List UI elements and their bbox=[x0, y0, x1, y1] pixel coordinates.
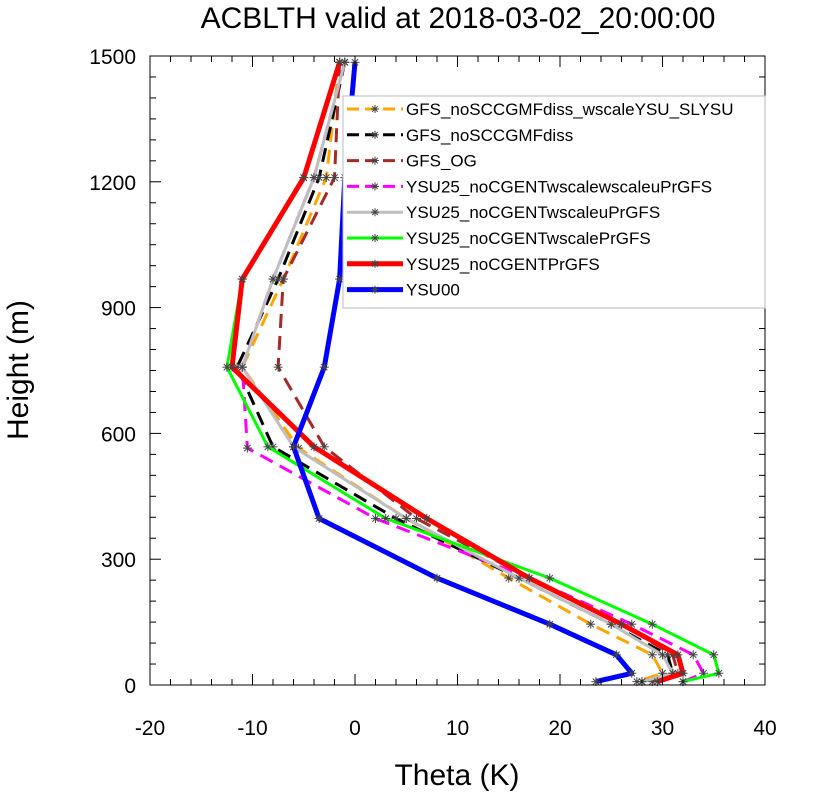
data-point bbox=[678, 668, 688, 678]
data-point bbox=[335, 57, 345, 67]
data-point bbox=[652, 677, 662, 687]
data-point bbox=[330, 173, 339, 183]
data-point bbox=[524, 573, 534, 583]
data-point bbox=[278, 274, 288, 284]
x-tick-label: 10 bbox=[446, 717, 469, 740]
chart-title: ACBLTH valid at 2018-03-02_20:00:00 bbox=[201, 2, 716, 35]
legend-items: GFS_noSCCGMFdiss_wscaleYSU_SLYSU GFS_noSC… bbox=[347, 100, 734, 300]
legend-label: YSU25_noCGENTwscalePrGFS bbox=[406, 229, 651, 248]
data-point bbox=[242, 443, 252, 453]
legend-label: GFS_OG bbox=[406, 152, 477, 171]
axis-ticks bbox=[149, 55, 766, 686]
legend-item: YSU25_noCGENTwscaleuPrGFS bbox=[347, 203, 660, 222]
data-point bbox=[658, 650, 667, 660]
data-point bbox=[371, 514, 380, 524]
data-point bbox=[381, 514, 391, 524]
legend-item: YSU25_noCGENTPrGFS bbox=[347, 255, 600, 274]
data-point bbox=[319, 362, 329, 372]
data-point bbox=[545, 573, 555, 583]
data-point bbox=[263, 442, 273, 452]
legend-item: YSU00 bbox=[347, 281, 460, 300]
data-point bbox=[627, 668, 637, 678]
legend-label: YSU25_noCGENTwscaleuPrGFS bbox=[406, 203, 660, 222]
data-point bbox=[309, 173, 319, 183]
legend-label: GFS_noSCCGMFdiss bbox=[406, 126, 573, 145]
data-point bbox=[611, 650, 621, 660]
data-point bbox=[714, 668, 724, 678]
y-tick-label: 600 bbox=[101, 423, 136, 446]
data-point bbox=[422, 514, 432, 524]
y-tick-label: 1200 bbox=[89, 172, 136, 195]
x-tick-label: 0 bbox=[349, 717, 361, 740]
data-point bbox=[412, 514, 421, 524]
data-point bbox=[299, 173, 309, 183]
x-tick-labels: -20 -10 0 10 20 30 40 bbox=[135, 717, 777, 740]
legend-item: GFS_OG bbox=[347, 152, 477, 171]
data-point bbox=[688, 650, 698, 660]
data-point bbox=[222, 362, 232, 372]
y-tick-label: 0 bbox=[124, 675, 136, 698]
data-point bbox=[319, 442, 329, 452]
y-tick-label: 1500 bbox=[89, 46, 136, 69]
data-point bbox=[314, 173, 324, 183]
data-point bbox=[647, 650, 657, 660]
legend-label: YSU25_noCGENTwscalewscaleuPrGFS bbox=[406, 177, 712, 196]
x-tick-label: 20 bbox=[548, 717, 571, 740]
data-point bbox=[504, 573, 514, 583]
data-point bbox=[673, 650, 683, 660]
data-point bbox=[647, 619, 657, 629]
data-point bbox=[237, 274, 247, 284]
x-tick-label: 30 bbox=[651, 717, 674, 740]
data-point bbox=[617, 619, 626, 629]
x-tick-label: -10 bbox=[237, 717, 267, 740]
x-tick-label: -20 bbox=[135, 717, 165, 740]
y-axis-title: Height (m) bbox=[2, 300, 35, 440]
series-7 bbox=[227, 57, 688, 687]
data-point bbox=[237, 362, 247, 372]
y-tick-label: 300 bbox=[101, 549, 136, 572]
legend-box bbox=[342, 95, 766, 309]
series-line bbox=[240, 61, 705, 683]
data-point bbox=[514, 573, 524, 583]
y-tick-labels: 0 300 600 900 1200 1500 bbox=[89, 46, 136, 698]
data-point bbox=[273, 362, 283, 372]
legend-item: YSU25_noCGENTwscalewscaleuPrGFS bbox=[347, 177, 712, 196]
data-point bbox=[314, 514, 324, 524]
legend-label: GFS_noSCCGMFdiss_wscaleYSU_SLYSU bbox=[406, 100, 734, 119]
data-point bbox=[268, 274, 278, 284]
data-point bbox=[335, 274, 345, 284]
series-line bbox=[276, 62, 680, 684]
data-point bbox=[545, 619, 555, 629]
legend-item: YSU25_noCGENTwscalePrGFS bbox=[347, 229, 651, 248]
data-point bbox=[289, 442, 298, 452]
data-point bbox=[432, 573, 442, 583]
legend-label: YSU00 bbox=[406, 281, 460, 300]
legend-item: GFS_noSCCGMFdiss_wscaleYSU_SLYSU bbox=[347, 100, 734, 119]
data-point bbox=[227, 362, 237, 372]
data-point bbox=[309, 442, 319, 452]
x-tick-label: 40 bbox=[753, 717, 776, 740]
legend: GFS_noSCCGMFdiss_wscaleYSU_SLYSU GFS_noSC… bbox=[342, 95, 766, 309]
legend-label: YSU25_noCGENTPrGFS bbox=[406, 255, 600, 274]
x-axis-title: Theta (K) bbox=[394, 759, 519, 792]
data-point bbox=[586, 619, 596, 629]
y-tick-label: 900 bbox=[101, 298, 136, 321]
data-point bbox=[709, 650, 719, 660]
data-point bbox=[401, 514, 411, 524]
legend-item: GFS_noSCCGMFdiss bbox=[347, 126, 573, 145]
